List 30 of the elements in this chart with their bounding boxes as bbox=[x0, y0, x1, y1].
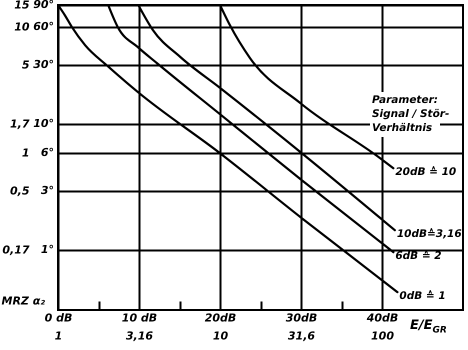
text: 1° bbox=[40, 243, 54, 256]
y-tick-label: 5 bbox=[22, 58, 30, 72]
series-label: 0dB ≙ 1 bbox=[399, 290, 446, 302]
legend-title: Parameter: Signal / Stör- Verhältnis bbox=[372, 94, 450, 134]
series-label: 20dB ≙ 10 bbox=[395, 166, 456, 178]
x-tick-label: 100 bbox=[371, 330, 394, 342]
y-tick-label: 10 bbox=[14, 20, 30, 34]
y-tick-label: 1,7 bbox=[10, 118, 30, 131]
x2-tick-label: 40dB bbox=[366, 312, 398, 324]
y-axis-title: MRZ α₂ bbox=[2, 294, 46, 308]
series-label: 10dB≙3,16 bbox=[396, 228, 462, 240]
x-tick-label: 3,16 bbox=[126, 330, 154, 342]
x-tick-label: 10 bbox=[212, 330, 228, 342]
y-tick-label: 1 bbox=[22, 146, 30, 160]
x-axis-title: E/E$_{GR}$ bbox=[410, 318, 447, 336]
x-tick-label: 1 bbox=[54, 330, 62, 342]
x2-tick-label: 0 dB bbox=[44, 312, 72, 324]
y-tick-label: 0,17 bbox=[2, 244, 30, 257]
y-tick-label: 15 bbox=[14, 0, 30, 12]
x2-tick-label: 30dB bbox=[286, 312, 318, 324]
text: 60° bbox=[33, 20, 54, 34]
x-tick-label: 31,6 bbox=[288, 330, 316, 342]
text: 90° bbox=[33, 0, 54, 11]
text: 6° bbox=[40, 146, 54, 160]
text: 3° bbox=[40, 184, 54, 198]
x2-tick-label: 20dB bbox=[204, 312, 236, 324]
y-tick-label: 0,5 bbox=[10, 184, 30, 198]
text: 30° bbox=[33, 58, 54, 72]
text: 10° bbox=[33, 117, 54, 130]
x2-tick-label: 10 dB bbox=[122, 312, 158, 324]
